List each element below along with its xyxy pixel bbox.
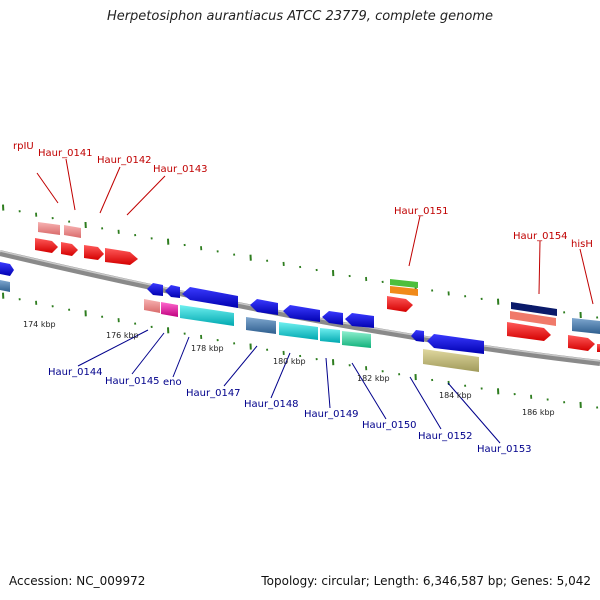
gene-label-haur-0150[interactable]: Haur_0150	[362, 420, 417, 431]
accession-text: Accession: NC_009972	[9, 574, 146, 588]
leader-haur-0148	[270, 352, 291, 399]
gene-arrow-haur-0142[interactable]	[84, 245, 104, 260]
scale-label-176: 176 kbp	[106, 331, 139, 340]
gene-label-haur-0142[interactable]: Haur_0142	[97, 155, 152, 166]
leader-eno	[172, 336, 190, 378]
scale-label-182: 182 kbp	[357, 374, 390, 383]
gene-label-haur-0148[interactable]: Haur_0148	[244, 399, 299, 410]
gene-label-hish[interactable]: hisH	[571, 239, 593, 250]
gene-features	[0, 222, 600, 372]
gene-label-haur-0153[interactable]: Haur_0153	[477, 444, 532, 455]
gene-arrow-haur-0154[interactable]	[507, 322, 551, 341]
gene-arrow-edge-red[interactable]	[597, 344, 600, 352]
leader-haur-0142	[99, 166, 121, 214]
scale-label-180: 180 kbp	[273, 357, 306, 366]
gene-arrow-haur-0152-long[interactable]	[427, 334, 484, 354]
gene-labels-lower: Haur_0144 Haur_0145 eno Haur_0147 Haur_0…	[48, 367, 532, 455]
gene-label-haur-0145[interactable]: Haur_0145	[105, 376, 160, 387]
gene-arrow-long-blue[interactable]	[182, 287, 238, 308]
gene-box-rplu[interactable]	[38, 222, 60, 235]
gene-arrow-haur-0143[interactable]	[105, 248, 138, 265]
map-title: Herpetosiphon aurantiacus ATCC 23779, co…	[106, 9, 494, 24]
gene-arrow-blue-180-a[interactable]	[250, 299, 278, 315]
leader-haur-0154	[538, 240, 541, 295]
scale-labels: 174 kbp 176 kbp 178 kbp 180 kbp 182 kbp …	[23, 320, 555, 417]
leader-hish	[579, 248, 594, 305]
leader-haur-0145	[131, 332, 165, 375]
gene-box-haur-0154-navy[interactable]	[511, 302, 557, 316]
scale-label-186: 186 kbp	[522, 408, 555, 417]
gene-box-haur-0154-salmon[interactable]	[510, 311, 556, 326]
upper-tick-row	[2, 204, 599, 319]
gene-label-haur-0147[interactable]: Haur_0147	[186, 388, 241, 399]
leader-haur-0150	[351, 362, 387, 420]
gene-arrow-haur-0151[interactable]	[387, 296, 413, 312]
gene-label-haur-0149[interactable]: Haur_0149	[304, 409, 359, 420]
gene-arrow-blue-180-d[interactable]	[345, 313, 374, 328]
genome-summary-text: Topology: circular; Length: 6,346,587 bp…	[261, 574, 591, 588]
gene-box-hish[interactable]	[572, 318, 600, 334]
gene-box-haur-0141[interactable]	[64, 225, 81, 238]
leader-haur-0152	[409, 376, 442, 430]
leader-haur-0149	[325, 357, 331, 409]
gene-arrow-blue-180-c[interactable]	[322, 311, 343, 325]
leader-haur-0153	[447, 382, 501, 444]
gene-box-haur-0151-orange[interactable]	[390, 286, 418, 296]
gene-box-haur-0150[interactable]	[342, 331, 371, 348]
gene-arrow-small-blue-2[interactable]	[165, 285, 180, 298]
scale-label-178: 178 kbp	[191, 344, 224, 353]
gene-box-haur-0153[interactable]	[423, 349, 479, 372]
leader-haur-0143	[126, 175, 166, 216]
leader-haur-0141	[65, 158, 76, 211]
gene-arrow-left-edge-blue[interactable]	[0, 262, 14, 276]
gene-arrow-hish[interactable]	[568, 335, 595, 351]
gene-label-haur-0151[interactable]: Haur_0151	[394, 206, 449, 217]
leader-haur-0151	[408, 215, 421, 267]
gene-box-haur-0151-green[interactable]	[390, 279, 418, 288]
gene-label-haur-0141[interactable]: Haur_0141	[38, 148, 93, 159]
gene-label-haur-0144[interactable]: Haur_0144	[48, 367, 103, 378]
gene-arrow-haur-0141[interactable]	[61, 242, 78, 256]
leader-haur-0147	[223, 345, 258, 387]
gene-label-haur-0152[interactable]: Haur_0152	[418, 431, 473, 442]
gene-label-rplu[interactable]: rpIU	[13, 141, 34, 152]
lower-tick-row	[2, 292, 599, 409]
gene-box-left-edge-steel[interactable]	[0, 280, 10, 292]
leader-lines	[36, 158, 594, 444]
gene-arrow-small-blue-1[interactable]	[147, 283, 163, 296]
gene-label-haur-0143[interactable]: Haur_0143	[153, 164, 208, 175]
gene-label-haur-0154[interactable]: Haur_0154	[513, 231, 568, 242]
gene-labels-upper: rpIU Haur_0141 Haur_0142 Haur_0143 Haur_…	[13, 141, 593, 250]
gene-box-haur-0145[interactable]	[161, 302, 178, 317]
gene-arrow-haur-0152[interactable]	[411, 330, 424, 342]
leader-haur-0144	[77, 329, 149, 367]
gene-label-eno[interactable]: eno	[163, 377, 182, 388]
gene-box-haur-0147[interactable]	[246, 317, 276, 334]
gene-box-eno[interactable]	[180, 305, 234, 326]
gene-box-haur-0148[interactable]	[279, 322, 318, 340]
gene-box-haur-0144[interactable]	[144, 299, 160, 313]
gene-arrow-rplu[interactable]	[35, 238, 58, 253]
gene-arrow-blue-180-b[interactable]	[283, 305, 320, 322]
gene-box-haur-0149[interactable]	[320, 328, 340, 343]
scale-label-174: 174 kbp	[23, 320, 56, 329]
leader-rplu	[36, 172, 59, 204]
scale-label-184: 184 kbp	[439, 391, 472, 400]
